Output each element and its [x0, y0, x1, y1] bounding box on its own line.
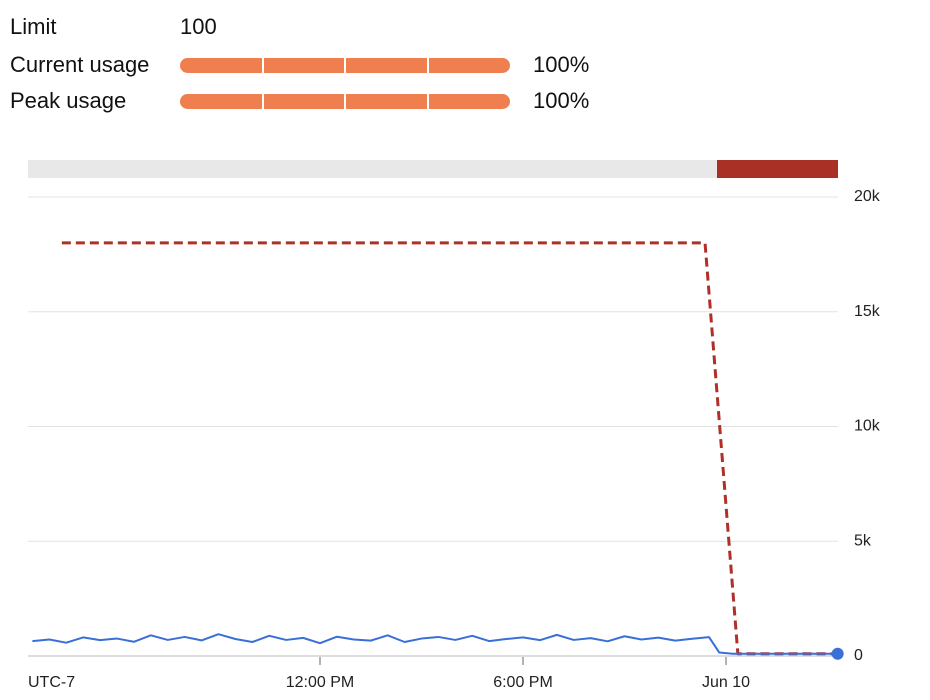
timeline-track [28, 160, 717, 178]
x-tick-label: 6:00 PM [493, 674, 553, 691]
y-tick-label: 5k [854, 532, 872, 549]
usage-percent: 100% [533, 52, 590, 77]
bar-divider [344, 94, 346, 109]
bar-divider [262, 58, 264, 73]
usage-label: Peak usage [10, 88, 127, 113]
bar-divider [262, 94, 264, 109]
usage-track [180, 58, 510, 73]
y-tick-label: 15k [854, 303, 881, 320]
timeline-alert [717, 160, 838, 178]
y-tick-label: 10k [854, 418, 881, 435]
bar-divider [427, 58, 429, 73]
usage-label: Current usage [10, 52, 150, 77]
bar-divider [427, 94, 429, 109]
usage-track [180, 94, 510, 109]
series-line [32, 633, 838, 655]
limit-label: Limit [10, 14, 57, 39]
y-tick-label: 0 [854, 647, 863, 664]
usage-bar [180, 94, 510, 109]
usage-percent: 100% [533, 88, 590, 113]
usage-bar [180, 58, 510, 73]
x-axis-label: UTC-7 [28, 674, 75, 691]
bar-divider [344, 58, 346, 73]
y-tick-label: 20k [854, 188, 881, 205]
series-line [61, 241, 838, 656]
x-tick-label: 12:00 PM [286, 674, 354, 691]
x-tick-label: Jun 10 [702, 674, 750, 691]
end-marker [831, 647, 844, 660]
limit-value: 100 [180, 14, 217, 39]
